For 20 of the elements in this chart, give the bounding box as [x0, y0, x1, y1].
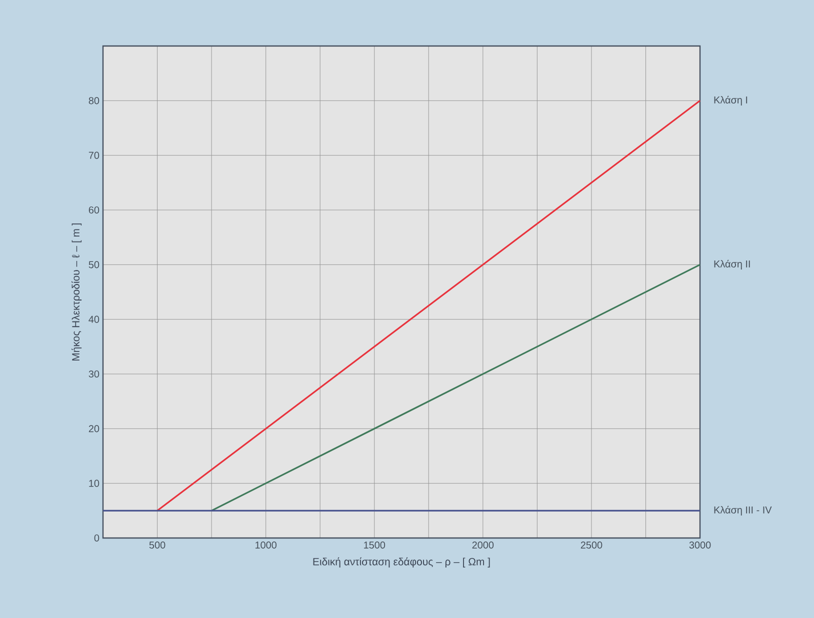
x-tick-label: 1000 [256, 542, 277, 549]
y-axis-title: Μήκος Ηλεκτροδίου – ℓ – [ m ] [72, 223, 82, 360]
series-label: Κλάση I [714, 96, 748, 106]
x-tick-label: 500 [149, 542, 166, 549]
y-tick-label: 70 [88, 152, 100, 159]
y-tick-label: 60 [88, 206, 100, 214]
y-tick-label: 0 [94, 534, 100, 542]
y-tick-label: 20 [88, 425, 100, 432]
x-tick-label: 2000 [472, 542, 494, 549]
x-tick-label: 1500 [364, 542, 386, 549]
y-tick-label: 40 [88, 316, 100, 323]
x-axis-title: Ειδική αντίσταση εδάφους – ρ – [ Ωm ] [313, 557, 490, 568]
x-tick-label: 2500 [580, 542, 602, 549]
y-tick-label: 50 [88, 261, 100, 268]
y-tick-label: 30 [88, 370, 100, 378]
y-tick-label: 80 [88, 97, 100, 104]
y-tick-label: 10 [89, 480, 100, 487]
series-label: Κλάση III - IV [714, 506, 772, 516]
x-tick-label: 3000 [689, 542, 711, 549]
series-label: Κλάση II [714, 260, 750, 270]
